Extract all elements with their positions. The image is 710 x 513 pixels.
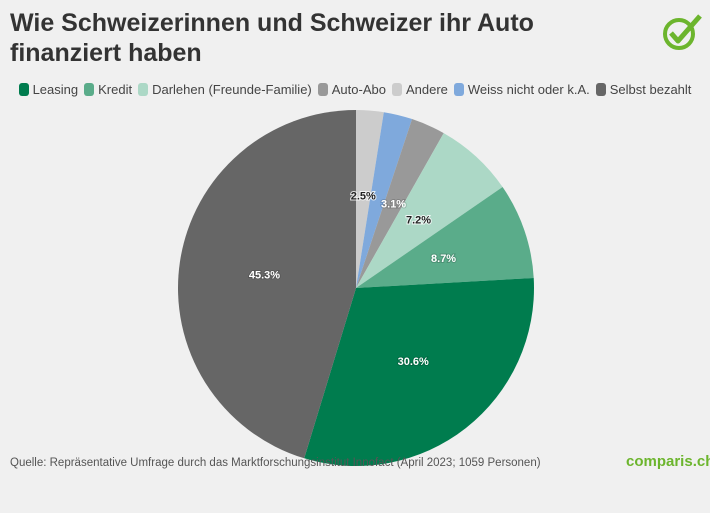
- legend-item[interactable]: Kredit: [84, 82, 132, 97]
- legend: Leasing Kredit Darlehen (Freunde-Familie) A…: [0, 82, 710, 97]
- legend-label: Leasing: [32, 82, 79, 97]
- legend-swatch: [317, 83, 328, 96]
- legend-item[interactable]: Andere: [391, 82, 448, 97]
- legend-item[interactable]: Selbst bezahlt: [595, 82, 692, 97]
- data-label: 45.3%: [249, 269, 280, 281]
- legend-swatch: [84, 83, 95, 96]
- legend-label: Kredit: [98, 82, 133, 97]
- checkmark-logo-icon: [663, 14, 702, 50]
- source-note: Quelle: Repräsentative Umfrage durch das…: [10, 457, 541, 469]
- legend-swatch: [138, 83, 149, 96]
- legend-label: Selbst bezahlt: [609, 82, 692, 97]
- brand-logo: comparis.ch: [626, 453, 710, 470]
- data-label: 3.1%: [381, 198, 406, 210]
- legend-item[interactable]: Leasing: [18, 82, 79, 97]
- pie-slice-darlehen-freunde-familie-[interactable]: [356, 133, 503, 288]
- pie-slice-selbst-bezahlt[interactable]: [178, 110, 356, 459]
- legend-swatch: [453, 83, 464, 96]
- legend-label: Weiss nicht oder k.A.: [467, 82, 590, 97]
- legend-swatch: [18, 83, 29, 96]
- legend-swatch: [595, 83, 606, 96]
- legend-item[interactable]: Weiss nicht oder k.A.: [453, 82, 590, 97]
- legend-item[interactable]: Auto-Abo: [317, 82, 386, 97]
- legend-label: Auto-Abo: [331, 82, 386, 97]
- data-label: 30.6%: [398, 356, 429, 368]
- legend-label: Darlehen (Freunde-Familie): [152, 82, 312, 97]
- legend-swatch: [391, 83, 402, 96]
- pie-slice-weiss-nicht-oder-k-a-[interactable]: [356, 112, 413, 289]
- pie-slice-leasing[interactable]: [304, 277, 534, 466]
- data-label: 2.5%: [351, 191, 376, 203]
- legend-label: Andere: [405, 82, 448, 97]
- chart-title: Wie Schweizerinnen und Schweizer ihr Aut…: [10, 9, 534, 67]
- data-label: 8.7%: [431, 253, 456, 265]
- data-label: 7.2%: [406, 215, 431, 227]
- pie-slice-andere[interactable]: [356, 110, 384, 288]
- pie-slice-auto-abo[interactable]: [356, 119, 444, 288]
- legend-item[interactable]: Darlehen (Freunde-Familie): [138, 82, 312, 97]
- pie-slice-kredit[interactable]: [356, 187, 534, 288]
